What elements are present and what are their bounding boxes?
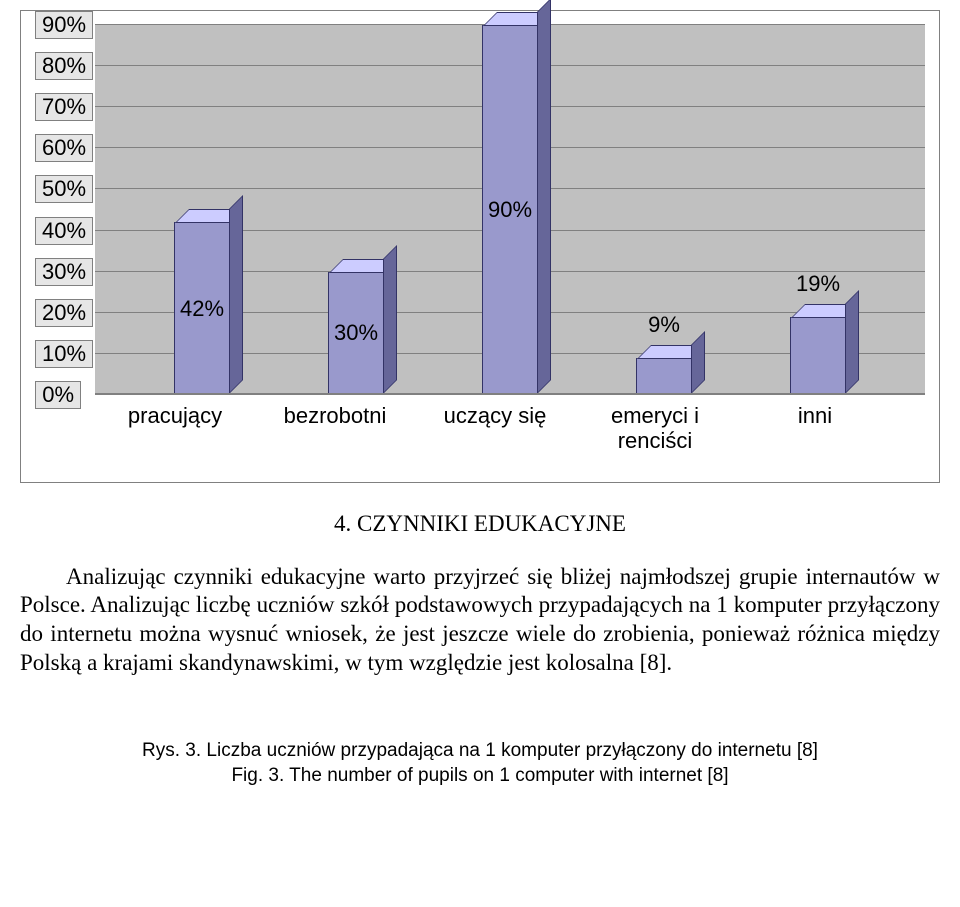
y-tick-label: 50% xyxy=(35,175,93,203)
y-axis: 0%10%20%30%40%50%60%70%80%90% xyxy=(35,25,95,395)
bar-slot: 19% xyxy=(741,25,895,395)
x-label: uczący się xyxy=(415,403,575,428)
x-label-slot: emeryci i renciści xyxy=(575,403,735,454)
y-tick: 80% xyxy=(35,52,81,80)
x-label-slot: pracujący xyxy=(95,403,255,454)
x-label-slot: uczący się xyxy=(415,403,575,454)
y-tick: 90% xyxy=(35,11,81,39)
y-tick: 70% xyxy=(35,93,81,121)
x-label-slot: inni xyxy=(735,403,895,454)
x-label: emeryci i renciści xyxy=(575,403,735,454)
y-tick-label: 0% xyxy=(35,381,81,409)
baseline xyxy=(95,393,925,395)
y-tick-label: 40% xyxy=(35,217,93,245)
bar-value-label: 9% xyxy=(648,312,680,338)
y-tick-label: 90% xyxy=(35,11,93,39)
bar-value-label: 90% xyxy=(488,197,532,223)
bar-side-face xyxy=(537,0,551,394)
figure-caption: Rys. 3. Liczba uczniów przypadająca na 1… xyxy=(20,738,940,789)
bar-slot: 90% xyxy=(433,25,587,395)
bar xyxy=(790,317,846,395)
bar-chart: 0%10%20%30%40%50%60%70%80%90% 42%30%90%9… xyxy=(35,25,925,395)
bar xyxy=(636,358,692,395)
bar-slot: 9% xyxy=(587,25,741,395)
bar-slot: 30% xyxy=(279,25,433,395)
y-tick: 40% xyxy=(35,217,81,245)
bar-side-face xyxy=(383,245,397,394)
y-tick: 30% xyxy=(35,258,81,286)
x-axis-labels: pracującybezrobotniuczący sięemeryci i r… xyxy=(35,395,925,454)
bar-value-label: 30% xyxy=(334,320,378,346)
bar: 90% xyxy=(482,25,538,395)
caption-line-1: Rys. 3. Liczba uczniów przypadająca na 1… xyxy=(20,738,940,764)
x-label: pracujący xyxy=(95,403,255,428)
bars-container: 42% 30% 90% 9% 19% xyxy=(95,25,925,395)
bar-value-label: 19% xyxy=(796,271,840,297)
x-label: bezrobotni xyxy=(255,403,415,428)
y-tick-label: 30% xyxy=(35,258,93,286)
body-paragraph: Analizując czynniki edukacyjne warto prz… xyxy=(20,563,940,678)
bar-side-face xyxy=(691,331,705,394)
bar-side-face xyxy=(845,290,859,394)
bar-slot: 42% xyxy=(125,25,279,395)
bar-value-label: 42% xyxy=(180,296,224,322)
plot-area: 42% 30% 90% 9% 19% xyxy=(95,25,925,395)
y-tick-label: 80% xyxy=(35,52,93,80)
y-tick-label: 10% xyxy=(35,340,93,368)
bar: 30% xyxy=(328,272,384,395)
y-tick: 20% xyxy=(35,299,81,327)
bar: 42% xyxy=(174,222,230,395)
y-tick: 60% xyxy=(35,134,81,162)
section-heading: 4. CZYNNIKI EDUKACYJNE xyxy=(20,511,940,537)
y-tick-label: 60% xyxy=(35,134,93,162)
x-label: inni xyxy=(735,403,895,428)
y-tick: 50% xyxy=(35,175,81,203)
y-tick: 0% xyxy=(35,381,81,409)
bar-side-face xyxy=(229,195,243,394)
x-label-slot: bezrobotni xyxy=(255,403,415,454)
y-tick: 10% xyxy=(35,340,81,368)
caption-line-2: Fig. 3. The number of pupils on 1 comput… xyxy=(20,763,940,789)
y-tick-label: 20% xyxy=(35,299,93,327)
body-paragraph-text: Analizując czynniki edukacyjne warto prz… xyxy=(20,564,940,675)
chart-frame: 0% 10% 20% 30% 40% 50% 60% 70% 80% 90% 42% 30% 90% 9… xyxy=(20,10,940,483)
y-tick-label: 70% xyxy=(35,93,93,121)
